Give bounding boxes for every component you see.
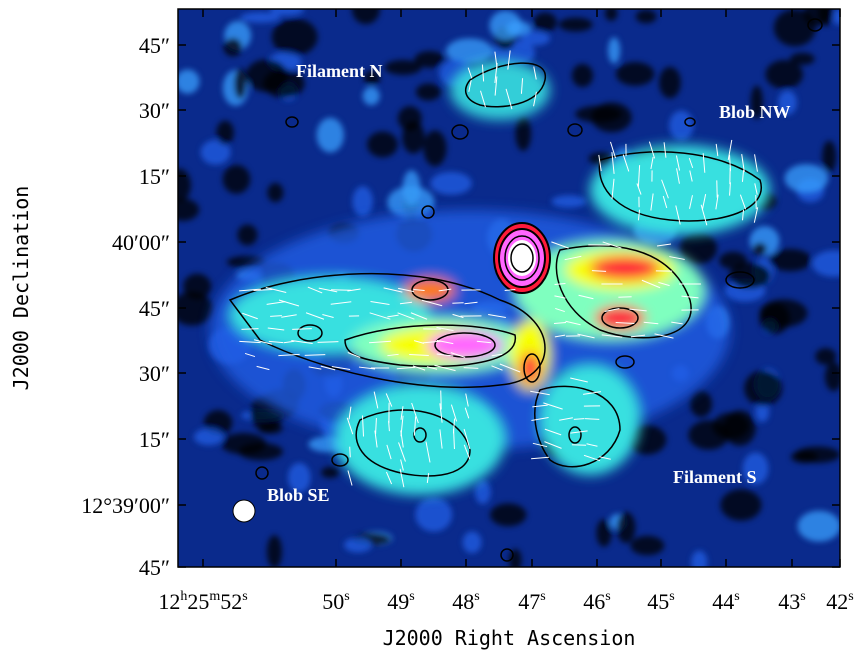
plot-frame xyxy=(177,8,841,568)
core-source xyxy=(493,222,551,294)
label-filament-s: Filament S xyxy=(673,467,757,487)
dec-tick-label: 15″ xyxy=(139,164,170,189)
dec-tick-label: 45″ xyxy=(139,33,170,58)
ra-tick-label: 48s xyxy=(452,589,479,614)
label-filament-n: Filament N xyxy=(296,61,382,81)
ra-tick-label: 12h25m52s xyxy=(158,589,247,614)
label-blob-nw: Blob NW xyxy=(719,102,791,122)
ra-tick-label: 42s xyxy=(826,589,853,614)
contours xyxy=(228,18,823,562)
ra-tick-label: 44s xyxy=(712,589,739,614)
beam-circle xyxy=(232,499,256,523)
dec-tick-label: 45″ xyxy=(139,555,170,580)
dec-axis: 45″ 30″ 15″ 40′00″ 45″ 30″ 15″ 12°39′00″ 45″ xyxy=(81,33,840,580)
dec-tick-label: 30″ xyxy=(139,98,170,123)
ra-tick-label: 50s xyxy=(322,589,349,614)
label-blob-se: Blob SE xyxy=(267,485,330,505)
ra-tick-label: 49s xyxy=(387,589,414,614)
ra-tick-label: 46s xyxy=(583,589,610,614)
dec-tick-label: 15″ xyxy=(139,427,170,452)
dec-tick-label: 30″ xyxy=(139,361,170,386)
dec-tick-label: 40′00″ xyxy=(112,230,170,255)
dec-tick-label: 12°39′00″ xyxy=(81,493,170,518)
ra-tick-label: 47s xyxy=(518,589,545,614)
x-axis-title: J2000 Right Ascension xyxy=(383,626,636,650)
polarization-vectors xyxy=(239,50,759,488)
ra-tick-label: 45s xyxy=(647,589,674,614)
ra-tick-label: 43s xyxy=(778,589,805,614)
emission-map xyxy=(178,9,840,567)
dec-tick-label: 45″ xyxy=(139,296,170,321)
y-axis-title: J2000 Declination xyxy=(9,186,33,391)
